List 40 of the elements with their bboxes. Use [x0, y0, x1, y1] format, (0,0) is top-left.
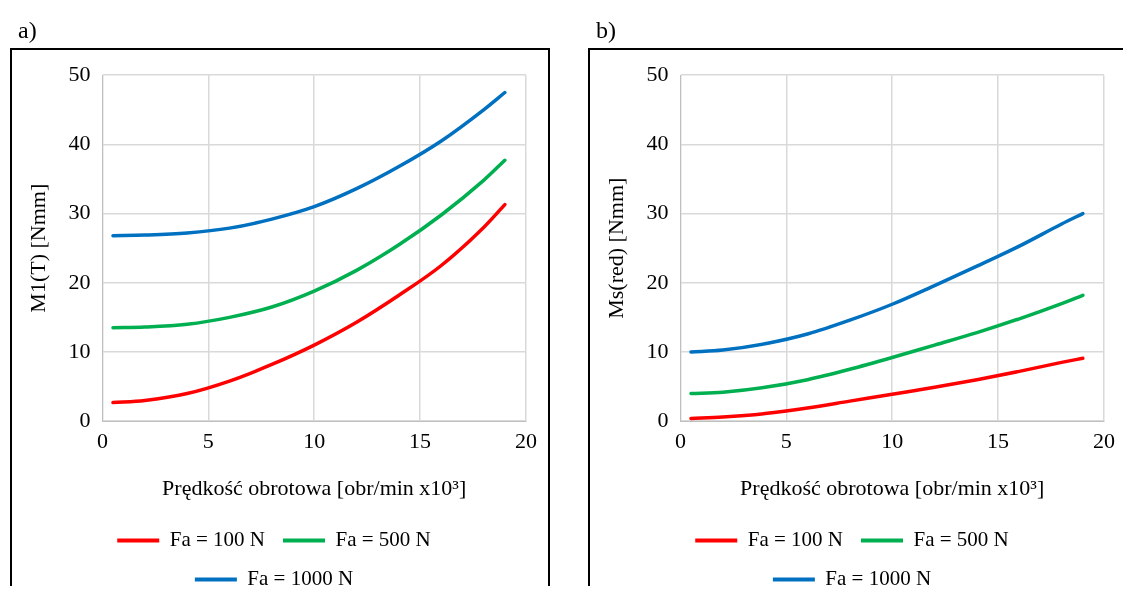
- chart-title: b): [595, 16, 617, 45]
- x-tick-label: 15: [409, 428, 432, 454]
- x-tick-label: 5: [780, 428, 792, 454]
- chart-title: a): [17, 16, 38, 45]
- y-tick-label: 30: [68, 199, 91, 225]
- y-tick-label: 40: [68, 130, 91, 156]
- x-axis-title: Prędkość obrotowa [obr/min x10³]: [162, 474, 467, 500]
- y-tick-label: 0: [657, 406, 669, 432]
- legend-label: Fa = 1000 N: [825, 566, 932, 591]
- x-tick-label: 0: [96, 428, 108, 454]
- y-tick-label: 50: [68, 60, 91, 86]
- line-series: [689, 293, 1085, 396]
- y-tick-label: 0: [79, 406, 91, 432]
- legend-label: Fa = 100 N: [169, 527, 266, 552]
- x-tick-label: 15: [987, 428, 1010, 454]
- y-axis-title: M1(T) [Nmm]: [24, 183, 50, 313]
- x-tick-label: 0: [674, 428, 686, 454]
- legend-label: Fa = 500 N: [913, 527, 1009, 552]
- x-axis-title: Prędkość obrotowa [obr/min x10³]: [740, 474, 1045, 500]
- line-series: [111, 202, 507, 405]
- legend-label: Fa = 100 N: [747, 527, 844, 552]
- x-tick-label: 10: [881, 428, 904, 454]
- y-axis-title: Ms(red) [Nmm]: [602, 177, 628, 319]
- y-tick-label: 20: [68, 268, 91, 294]
- x-tick-label: 20: [515, 428, 537, 454]
- y-tick-label: 10: [646, 337, 669, 363]
- y-tick-label: 40: [646, 130, 669, 156]
- x-tick-label: 10: [303, 428, 326, 454]
- legend-label: Fa = 500 N: [335, 527, 431, 552]
- x-tick-label: 20: [1093, 428, 1115, 454]
- y-tick-label: 50: [646, 60, 669, 86]
- y-tick-label: 20: [646, 268, 669, 294]
- y-tick-label: 30: [646, 199, 669, 225]
- line-series: [689, 356, 1085, 421]
- x-tick-label: 5: [202, 428, 214, 454]
- line-series: [689, 211, 1085, 354]
- line-series: [111, 90, 507, 238]
- legend-label: Fa = 1000 N: [247, 566, 354, 591]
- line-series: [111, 158, 507, 330]
- y-tick-label: 10: [68, 337, 91, 363]
